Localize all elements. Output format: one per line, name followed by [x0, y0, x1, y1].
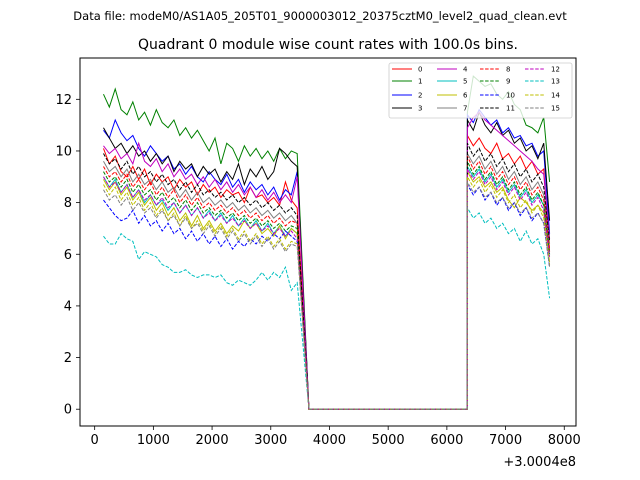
series-line-10: [103, 182, 551, 410]
series-line-12: [103, 167, 551, 410]
legend-label-5: 5: [463, 78, 467, 86]
chart-title: Quadrant 0 module wise count rates with …: [138, 37, 518, 53]
legend-label-4: 4: [463, 66, 468, 74]
x-tick-label: 1000: [137, 433, 170, 448]
x-offset-label: +3.0004e8: [503, 455, 576, 470]
legend-label-9: 9: [506, 78, 510, 86]
plot-lines: [103, 75, 551, 410]
legend-label-3: 3: [418, 105, 422, 113]
legend-label-7: 7: [463, 105, 467, 113]
y-tick-label: 0: [64, 403, 72, 418]
series-line-7: [103, 151, 551, 410]
series-line-1: [103, 75, 551, 410]
x-tick-label: 6000: [430, 433, 463, 448]
legend-label-1: 1: [418, 78, 422, 86]
legend-label-0: 0: [418, 66, 422, 74]
y-tick-label: 12: [55, 93, 72, 108]
legend-label-13: 13: [551, 78, 560, 86]
data-file-caption: Data file: modeM0/AS1A05_205T01_90000030…: [73, 9, 567, 23]
legend-label-2: 2: [418, 92, 422, 100]
series-line-5: [103, 164, 551, 410]
series-line-15: [103, 180, 551, 410]
y-tick-label: 2: [64, 351, 72, 366]
legend-label-15: 15: [551, 105, 560, 113]
y-tick-label: 4: [64, 299, 72, 314]
y-tick-label: 10: [55, 144, 72, 159]
y-tick-label: 8: [64, 196, 72, 211]
legend-label-11: 11: [506, 105, 515, 113]
series-line-13: [103, 205, 551, 410]
x-tick-label: 5000: [372, 433, 405, 448]
x-tick-label: 3000: [254, 433, 287, 448]
series-line-2: [103, 108, 551, 410]
x-tick-label: 4000: [313, 433, 346, 448]
series-line-9: [103, 161, 551, 410]
y-tick-label: 6: [64, 248, 72, 263]
x-axis: 0 1000 2000 3000 4000 5000 6000 7000 8000: [91, 426, 581, 448]
x-tick-label: 0: [91, 433, 99, 448]
x-tick-label: 2000: [196, 433, 229, 448]
legend-label-12: 12: [551, 66, 560, 74]
series-line-3: [103, 110, 551, 410]
legend-label-10: 10: [506, 92, 515, 100]
x-tick-label: 7000: [489, 433, 522, 448]
plot-frame: [79, 57, 577, 427]
legend-label-14: 14: [551, 92, 560, 100]
x-tick-label: 8000: [548, 433, 581, 448]
legend-box: [388, 62, 573, 119]
y-axis: 0 2 4 6 8 10 12: [55, 93, 80, 418]
legend-label-6: 6: [463, 92, 468, 100]
legend-label-8: 8: [506, 66, 510, 74]
series-line-11: [103, 143, 551, 410]
series-line-4: [103, 111, 551, 410]
